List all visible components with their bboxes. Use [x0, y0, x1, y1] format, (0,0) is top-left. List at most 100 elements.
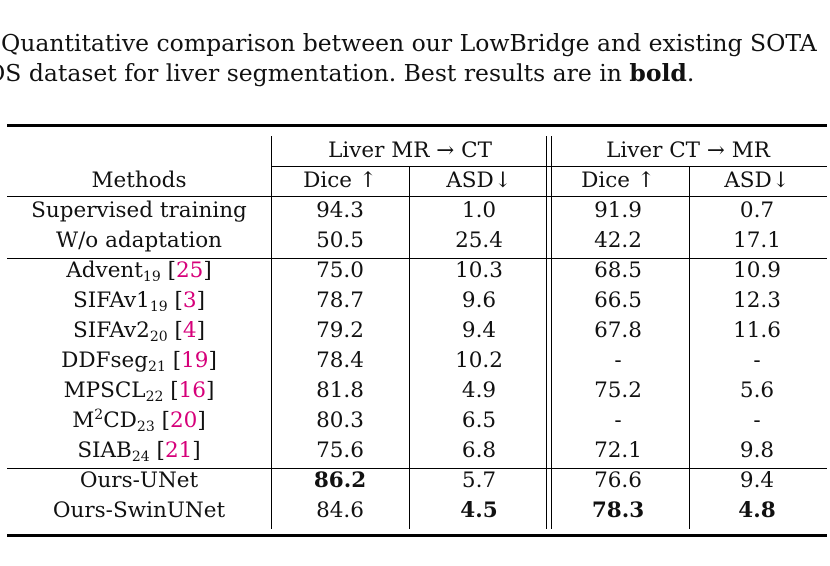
method-name: SIFAv1 — [73, 288, 150, 313]
asd-mr-ct-cell: 4.9 — [461, 378, 497, 403]
table-row: M2CD23 [20] 80.3 6.5 - - — [7, 406, 827, 436]
col-header-dice-ct-mr: Dice ↑ — [581, 168, 655, 193]
cite-open-bracket: [ — [165, 348, 182, 373]
table-row: SIAB24 [21] 75.6 6.8 72.1 9.8 — [7, 436, 827, 466]
dice-mr-ct-cell: 50.5 — [316, 228, 364, 253]
asd-ct-mr-cell: 9.4 — [739, 468, 775, 493]
table-row: Ours-UNet 86.2 5.7 76.6 9.4 — [7, 466, 827, 496]
table-row: Advent19 [25] 75.0 10.3 68.5 10.9 — [7, 256, 827, 286]
method-name: DDFseg — [61, 348, 149, 373]
cite-open-bracket: [ — [167, 318, 183, 343]
method-name-suffix: CD — [103, 408, 137, 433]
citation-link[interactable]: 4 — [182, 318, 197, 343]
table-row: W/o adaptation 50.5 25.4 42.2 17.1 — [7, 226, 827, 256]
column-header-row: Methods Dice ↑ ASD↓ Dice ↑ ASD↓ — [7, 166, 827, 196]
method-name-cell: W/o adaptation — [7, 226, 271, 256]
method-name-cell: Advent19 [25] — [7, 256, 271, 286]
dice-mr-ct-cell: 86.2 — [313, 468, 367, 493]
col-header-methods: Methods — [91, 168, 187, 193]
method-year: 19 — [142, 269, 161, 285]
table-row: Supervised training 94.3 1.0 91.9 0.7 — [7, 196, 827, 226]
asd-mr-ct-cell: 1.0 — [461, 198, 497, 223]
method-name-cell: SIFAv220 [4] — [7, 316, 271, 346]
caption-line-2: OS dataset for liver segmentation. Best … — [0, 58, 830, 88]
method-year: 22 — [145, 389, 164, 405]
citation-link[interactable]: 3 — [182, 288, 197, 313]
table-row: SIFAv220 [4] 79.2 9.4 67.8 11.6 — [7, 316, 827, 346]
group-header-mr-ct: Liver MR → CT — [328, 138, 492, 163]
asd-mr-ct-cell: 5.7 — [461, 468, 497, 493]
method-superscript: 2 — [94, 407, 104, 423]
table-row: SIFAv119 [3] 78.7 9.6 66.5 12.3 — [7, 286, 827, 316]
group-header-row: Liver MR → CT Liver CT → MR — [7, 136, 827, 166]
group-header-underline — [271, 166, 827, 167]
table-row: MPSCL22 [16] 81.8 4.9 75.2 5.6 — [7, 376, 827, 406]
dice-mr-ct-cell: 78.4 — [316, 348, 364, 373]
method-name: Advent — [66, 258, 143, 283]
cite-open-bracket: [ — [149, 438, 165, 463]
method-name: Supervised training — [31, 198, 247, 223]
citation-link[interactable]: 21 — [164, 438, 193, 463]
dice-mr-ct-cell: 78.7 — [316, 288, 364, 313]
method-name-cell: SIAB24 [21] — [7, 436, 271, 466]
dice-mr-ct-cell: 80.3 — [316, 408, 364, 433]
dice-ct-mr-cell: 76.6 — [594, 468, 642, 493]
col-header-dice-mr-ct: Dice ↑ — [303, 168, 377, 193]
asd-mr-ct-cell: 4.5 — [460, 498, 498, 523]
method-year: 24 — [131, 449, 150, 465]
cite-close-bracket: ] — [203, 258, 212, 283]
caption-line-2-text: OS dataset for liver segmentation. Best … — [0, 59, 630, 87]
asd-mr-ct-cell: 25.4 — [455, 228, 503, 253]
cite-close-bracket: ] — [208, 348, 217, 373]
cite-close-bracket: ] — [196, 288, 205, 313]
asd-ct-mr-cell: - — [753, 408, 761, 433]
table-row: DDFseg21 [19] 78.4 10.2 - - — [7, 346, 827, 376]
dice-mr-ct-cell: 94.3 — [316, 198, 364, 223]
method-year: 19 — [149, 299, 168, 315]
asd-mr-ct-cell: 6.8 — [461, 438, 497, 463]
method-name-cell: Ours-SwinUNet — [7, 496, 271, 526]
mr-ct-inner-divider — [409, 166, 410, 529]
col-header-asd-mr-ct: ASD↓ — [446, 168, 512, 193]
baseline-group-rule — [7, 258, 827, 259]
citation-link[interactable]: 25 — [175, 258, 204, 283]
method-name-cell: Ours-UNet — [7, 466, 271, 496]
top-rule — [7, 124, 827, 127]
dice-mr-ct-cell: 81.8 — [316, 378, 364, 403]
caption-bold-word: bold — [629, 59, 687, 87]
citation-link[interactable]: 20 — [169, 408, 198, 433]
method-year: 23 — [136, 419, 155, 435]
asd-mr-ct-cell: 9.4 — [461, 318, 497, 343]
dice-ct-mr-cell: - — [614, 348, 622, 373]
cite-open-bracket: [ — [167, 288, 183, 313]
caption-line-2-end: . — [686, 59, 695, 87]
cite-close-bracket: ] — [196, 318, 205, 343]
table-row: Ours-SwinUNet 84.6 4.5 78.3 4.8 — [7, 496, 827, 526]
dice-mr-ct-cell: 75.0 — [316, 258, 364, 283]
asd-ct-mr-cell: 10.9 — [733, 258, 781, 283]
asd-ct-mr-cell: 11.6 — [733, 318, 781, 343]
caption-line-1: . Quantitative comparison between our Lo… — [0, 29, 817, 57]
citation-link[interactable]: 19 — [181, 348, 209, 373]
asd-ct-mr-cell: 17.1 — [733, 228, 781, 253]
dice-ct-mr-cell: - — [614, 408, 622, 433]
method-year: 21 — [148, 359, 166, 375]
dice-mr-ct-cell: 75.6 — [316, 438, 364, 463]
table-caption: . Quantitative comparison between our Lo… — [0, 28, 830, 88]
method-name: MPSCL — [63, 378, 146, 403]
asd-ct-mr-cell: 0.7 — [739, 198, 775, 223]
group-double-divider-a — [546, 136, 547, 529]
method-name-cell: M2CD23 [20] — [7, 406, 271, 436]
dice-ct-mr-cell: 91.9 — [594, 198, 642, 223]
dice-ct-mr-cell: 72.1 — [594, 438, 642, 463]
results-table: Liver MR → CT Liver CT → MR Methods Dice… — [7, 136, 827, 526]
citation-link[interactable]: 16 — [178, 378, 206, 403]
asd-mr-ct-cell: 10.3 — [455, 258, 503, 283]
cite-close-bracket: ] — [192, 438, 201, 463]
method-name-cell: SIFAv119 [3] — [7, 286, 271, 316]
asd-mr-ct-cell: 9.6 — [461, 288, 497, 313]
method-name: Ours-UNet — [79, 468, 199, 493]
dice-ct-mr-cell: 68.5 — [594, 258, 642, 283]
method-name: M — [72, 408, 95, 433]
method-name: SIFAv2 — [73, 318, 150, 343]
